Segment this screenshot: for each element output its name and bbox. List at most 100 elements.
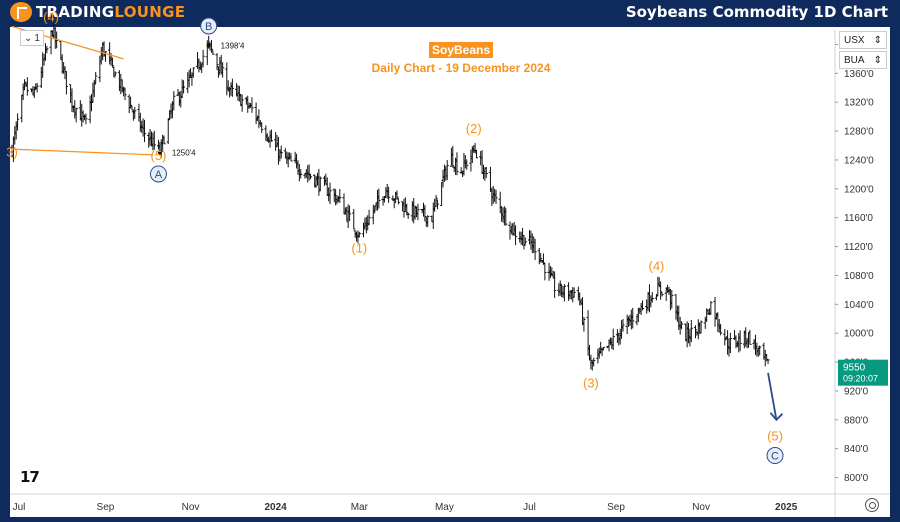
ohlc-bar: [406, 213, 410, 219]
ohlc-bar: [558, 280, 562, 296]
chevron-down-icon: ⌄: [24, 32, 33, 44]
wave-circle: [200, 17, 218, 35]
projection-arrowhead: [769, 412, 784, 422]
ohlc-bar: [279, 145, 283, 159]
logo-text: TRADINGLOUNGE: [36, 3, 185, 21]
wave-label: (4): [649, 258, 665, 273]
wave-label: C: [771, 451, 779, 463]
chart-title: SoyBeans: [432, 43, 490, 57]
ohlc-bar: [215, 53, 219, 71]
wave-label: (2): [466, 121, 482, 136]
ohlc-bar: [562, 284, 566, 302]
ohlc-bar: [689, 319, 693, 343]
ohlc-bar: [123, 87, 127, 101]
currency-value: USX: [844, 34, 865, 46]
ohlc-bar: [318, 176, 322, 192]
x-tick-label: 2025: [775, 502, 798, 513]
ohlc-bar: [113, 71, 117, 77]
currency-selector[interactable]: USX ⇕: [839, 31, 887, 49]
ohlc-bar: [84, 113, 88, 125]
ohlc-bar: [172, 91, 176, 111]
ohlc-bars: [10, 23, 770, 371]
y-tick-label: 1280'0: [844, 127, 874, 138]
ohlc-bar: [416, 203, 420, 221]
ohlc-bar: [434, 195, 438, 208]
wave-label: (1): [351, 240, 367, 255]
ohlc-bar: [728, 332, 732, 353]
x-tick-label: Mar: [351, 502, 369, 513]
projection-arrow: [767, 372, 778, 420]
ohlc-bar: [592, 357, 596, 367]
chart-panel: [10, 27, 890, 517]
interval-selector[interactable]: ⌄ 1: [20, 30, 44, 46]
ohlc-bar: [45, 45, 49, 54]
ohlc-bar: [221, 62, 225, 78]
ohlc-bar: [25, 77, 29, 96]
x-tick-label: Sep: [97, 502, 115, 513]
ohlc-bar: [352, 209, 356, 230]
unit-value: BUA: [844, 54, 865, 66]
wave-label: B: [205, 21, 212, 33]
wave-label: 3): [6, 144, 18, 159]
ohlc-bar: [522, 235, 526, 250]
trend-line: [11, 148, 153, 156]
ohlc-bar: [709, 301, 713, 315]
ohlc-bar: [201, 49, 205, 68]
ohlc-bar: [142, 119, 147, 143]
ohlc-bar: [211, 50, 215, 55]
ohlc-bar: [543, 262, 547, 281]
ohlc-bar: [357, 231, 361, 238]
chart-window-title: Soybeans Commodity 1D Chart: [625, 3, 888, 21]
pivot-price-label: 1398'4: [221, 42, 245, 51]
ohlc-bar: [387, 186, 391, 203]
ohlc-bar: [35, 83, 39, 93]
wave-label: (4): [43, 9, 59, 24]
unit-selector[interactable]: BUA ⇕: [839, 51, 887, 69]
y-tick-label: 920'0: [844, 386, 869, 397]
y-tick-label: 1240'0: [844, 155, 874, 166]
ohlc-bar: [455, 152, 459, 176]
wave-label: (5): [151, 148, 167, 163]
ohlc-bar: [289, 153, 293, 162]
ohlc-bar: [328, 182, 332, 205]
y-tick-label: 1040'0: [844, 300, 874, 311]
ohlc-bar: [250, 97, 254, 113]
wave-label: (5): [767, 429, 783, 444]
pivot-price-label: 1250'4: [172, 148, 196, 157]
y-tick-label: 1200'0: [844, 184, 874, 195]
ohlc-bar: [64, 70, 69, 95]
y-tick-label: 880'0: [844, 415, 869, 426]
ohlc-bar: [631, 307, 635, 329]
gear-icon[interactable]: [865, 498, 879, 512]
last-price-timer: 09:20:07: [843, 374, 878, 384]
y-tick-label: 840'0: [844, 444, 869, 455]
logo-text-b: LOUNGE: [114, 3, 186, 21]
ohlc-bar: [621, 319, 625, 332]
ohlc-bar: [166, 118, 170, 144]
pivot-marker: [157, 150, 162, 155]
ohlc-bar: [601, 346, 606, 351]
ohlc-bar: [719, 323, 723, 336]
ohlc-bar: [103, 51, 108, 62]
ohlc-bar: [110, 57, 115, 67]
ohlc-bar: [738, 330, 742, 352]
x-tick-label: Sep: [607, 502, 625, 513]
ohlc-bar: [699, 320, 703, 334]
ohlc-bar: [435, 199, 440, 210]
ohlc-bar: [240, 94, 244, 112]
ohlc-bar: [679, 321, 684, 330]
ohlc-bar: [670, 290, 674, 309]
ohlc-bar: [426, 215, 430, 228]
ohlc-bar: [660, 292, 664, 297]
y-tick-label: 1080'0: [844, 271, 874, 282]
chevron-up-down-icon: ⇕: [873, 34, 882, 46]
y-tick-label: 1000'0: [844, 329, 874, 340]
ohlc-bar: [396, 197, 400, 205]
chart-subtitle: Daily Chart - 19 December 2024: [372, 61, 551, 75]
ohlc-bar: [152, 130, 156, 150]
ohlc-bar: [94, 71, 98, 84]
logo-icon: [10, 2, 32, 22]
ohlc-bar: [513, 225, 518, 246]
x-tick-label: Nov: [692, 502, 710, 513]
